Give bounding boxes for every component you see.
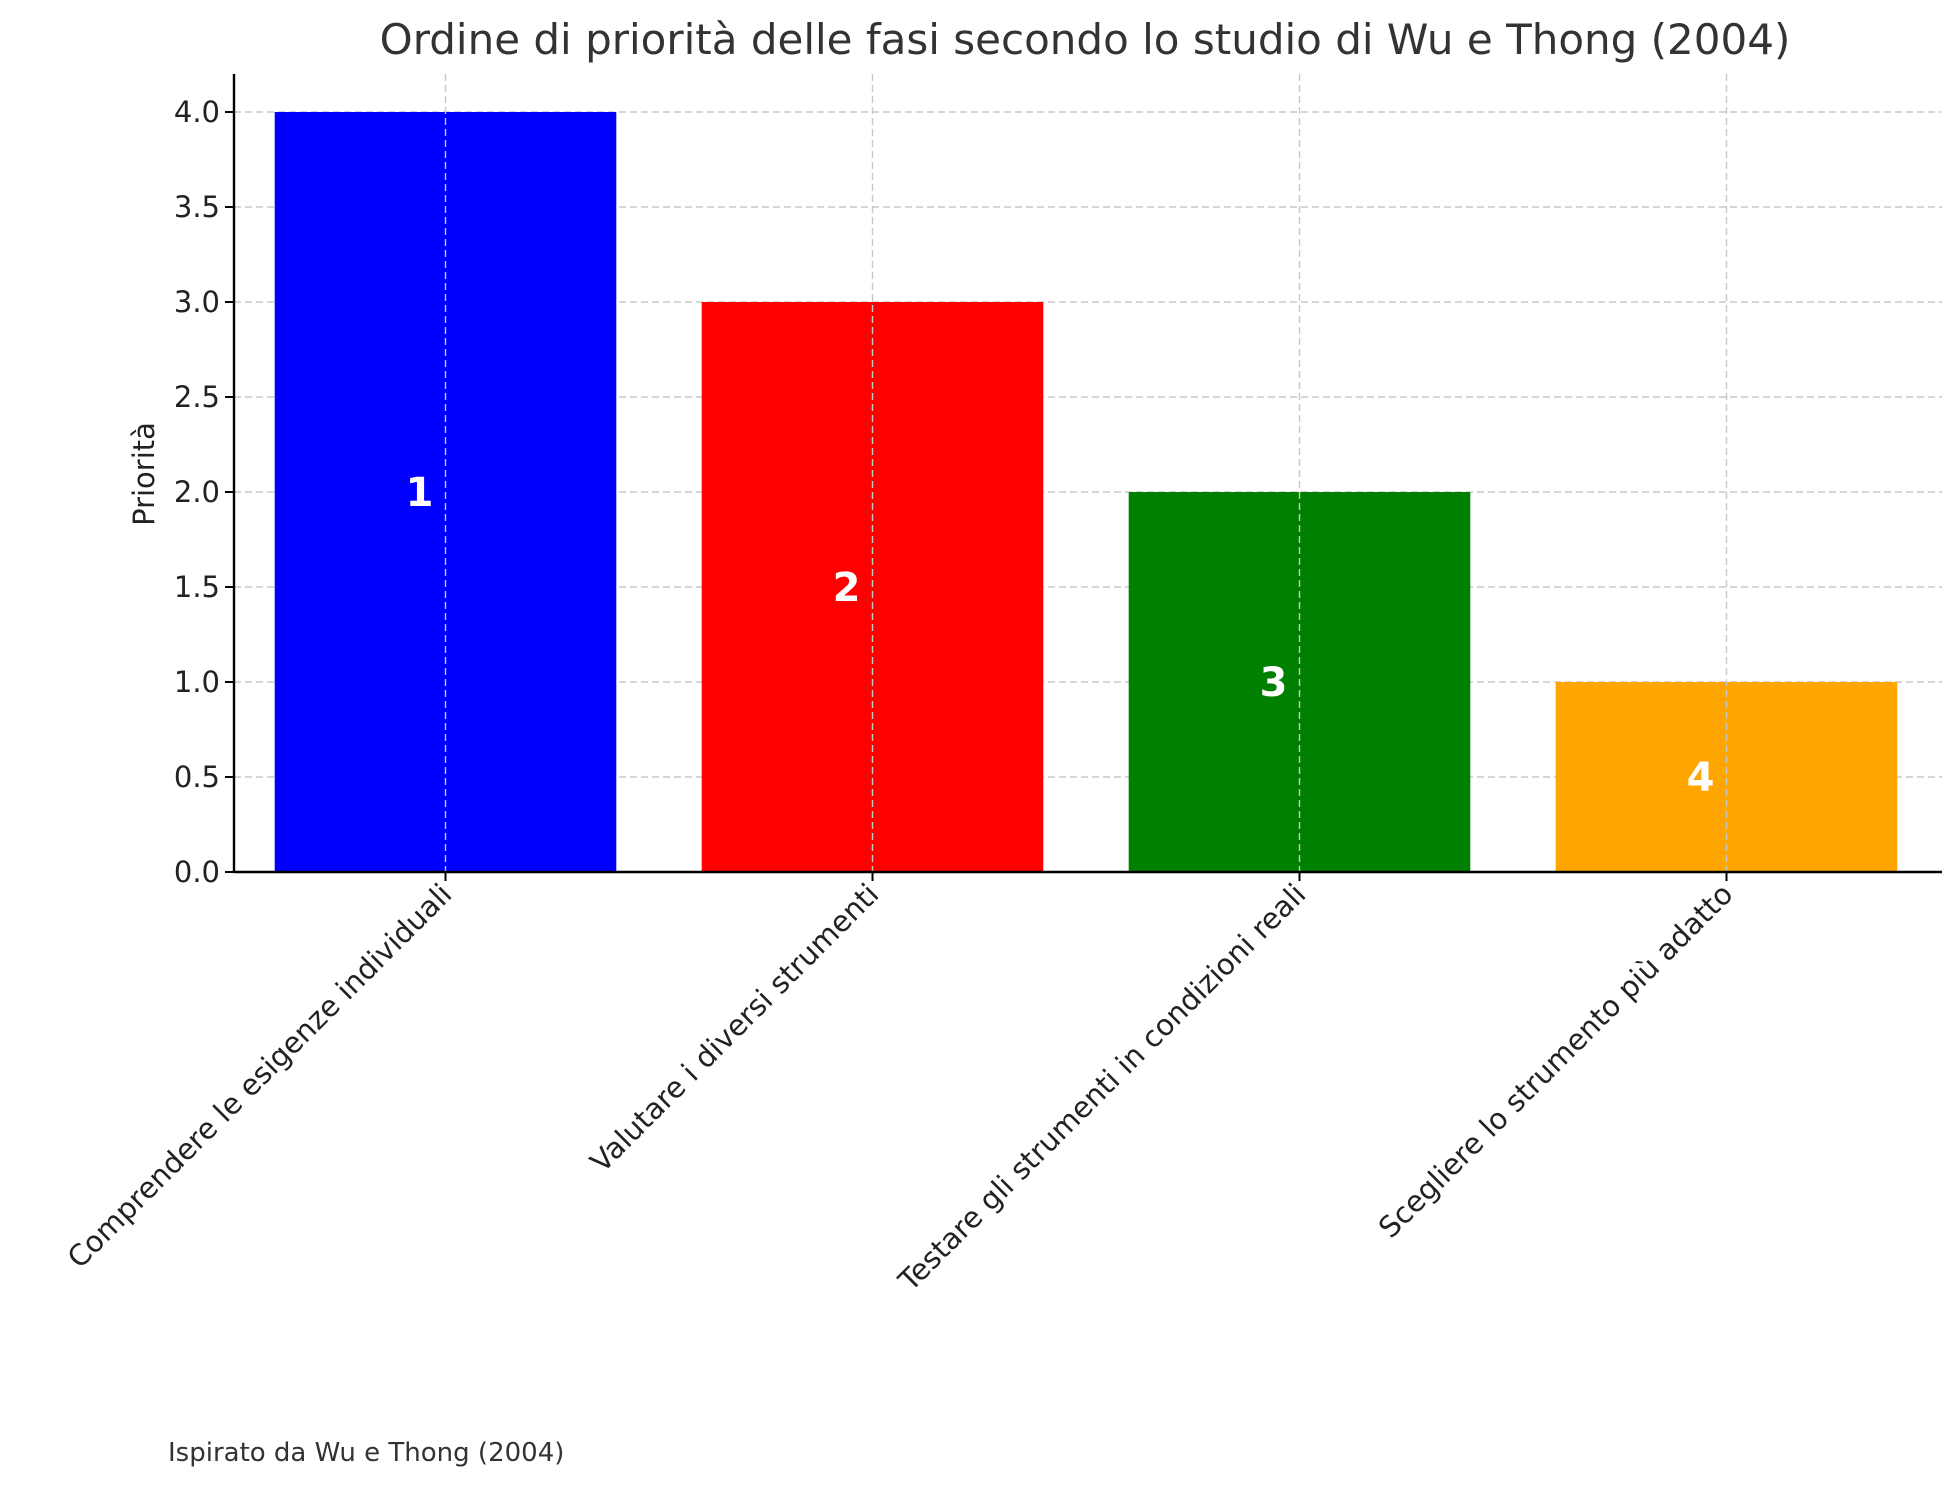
x-tick-label-1: Valutare i diversi strumenti bbox=[584, 877, 886, 1179]
x-tick-label-2: Testare gli strumenti in condizioni real… bbox=[891, 877, 1312, 1298]
y-tick-label-4: 2.0 bbox=[174, 475, 220, 509]
bar-label-2: 2 bbox=[833, 565, 861, 611]
vertical-grid-lines bbox=[444, 74, 1728, 872]
bar-label-1: 1 bbox=[406, 470, 434, 516]
y-tick-label-2: 1.0 bbox=[174, 665, 220, 699]
y-axis-ticks: 0.0 0.5 1.0 1.5 2.0 2.5 3.0 3.5 4.0 bbox=[174, 95, 234, 889]
y-tick-label-8: 4.0 bbox=[174, 95, 220, 129]
x-tick-label-0: Comprendere le esigenze individuali bbox=[61, 877, 459, 1275]
y-tick-label-7: 3.5 bbox=[174, 190, 220, 224]
chart-title: Ordine di priorità delle fasi secondo lo… bbox=[380, 15, 1791, 64]
x-tick-label-3: Scegliere lo strumento più adatto bbox=[1372, 877, 1740, 1245]
bar-label-4: 4 bbox=[1687, 755, 1715, 801]
y-tick-label-0: 0.0 bbox=[174, 855, 220, 889]
y-tick-label-3: 1.5 bbox=[174, 570, 220, 604]
bar-label-3: 3 bbox=[1260, 660, 1288, 706]
x-axis-ticks: Comprendere le esigenze individuali Valut… bbox=[61, 872, 1740, 1298]
y-axis-label: Priorità bbox=[127, 422, 161, 526]
y-tick-label-6: 3.0 bbox=[174, 285, 220, 319]
y-tick-label-5: 2.5 bbox=[174, 380, 220, 414]
y-tick-label-1: 0.5 bbox=[174, 760, 220, 794]
bar-4 bbox=[1555, 682, 1898, 872]
footnote: Ispirato da Wu e Thong (2004) bbox=[168, 1438, 564, 1468]
bar-value-labels: 1 2 3 4 bbox=[406, 470, 1715, 801]
